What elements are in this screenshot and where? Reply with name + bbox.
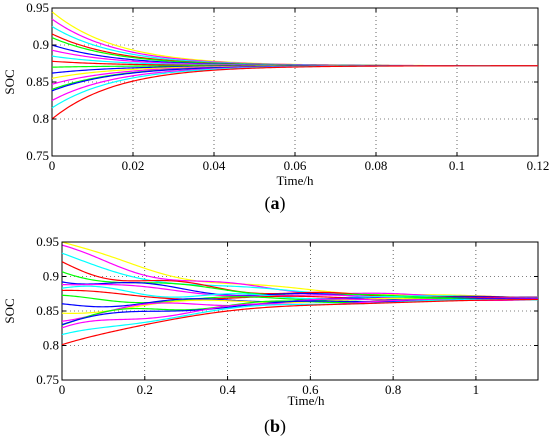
x-tick-label: 0.2 (137, 382, 153, 397)
series-line-3 (61, 252, 539, 299)
caption-close-paren: ) (280, 416, 286, 437)
series-line-1 (61, 241, 539, 299)
x-tick-label: 0.04 (203, 158, 226, 173)
x-ticks-a: 0 0.02 0.04 0.06 0.08 0.1 0.12 (49, 8, 550, 173)
y-tick-label: 0.95 (36, 234, 59, 249)
series-group-b (61, 241, 539, 346)
y-tick-label: 0.9 (33, 37, 49, 52)
x-tick-label: 0.06 (284, 158, 307, 173)
y-axis-label-a: SOC (2, 69, 17, 94)
x-tick-label: 0.8 (385, 382, 401, 397)
x-tick-label: 0.4 (219, 382, 236, 397)
y-tick-label: 0.8 (33, 111, 49, 126)
series-line-6 (61, 281, 539, 299)
series-line-10 (61, 294, 539, 304)
y-ticks-a: 0.75 0.8 0.85 0.9 0.95 (26, 0, 538, 163)
y-axis-label-b: SOC (2, 298, 17, 323)
y-tick-label: 0.9 (43, 269, 59, 284)
series-line-2 (61, 244, 538, 298)
caption-open-paren: ( (265, 193, 271, 214)
caption-letter: a (271, 193, 280, 213)
series-line-5 (61, 271, 538, 299)
caption-b: (b) (264, 416, 286, 437)
series-line-1 (51, 11, 538, 67)
series-group-a (51, 11, 539, 120)
chart-panel-b: 0 0.2 0.4 0.6 0.8 1 0.75 0.8 0.85 0.9 0.95 Time/h… (2, 234, 539, 408)
series-line-17 (61, 298, 538, 336)
y-tick-label: 0.85 (26, 74, 49, 89)
x-tick-label: 0 (59, 382, 66, 397)
y-tick-label: 0.85 (36, 303, 59, 318)
chart-panel-a: 0 0.02 0.04 0.06 0.08 0.1 0.12 0.750.80.850.90… (2, 0, 549, 188)
x-tick-label: 0 (49, 158, 56, 173)
grid-a (52, 8, 538, 156)
y-tick-label: 0.75 (36, 372, 59, 387)
series-line-5 (51, 37, 538, 67)
x-tick-label: 0.08 (365, 158, 388, 173)
y-tick-label: 0.75 (26, 148, 49, 163)
y-tick-label: 0.8 (43, 338, 59, 353)
x-tick-label: 1 (473, 382, 480, 397)
caption-letter: b (270, 416, 280, 436)
y-ticks-b: 0.75 0.8 0.85 0.9 0.95 (36, 234, 538, 387)
x-axis-label-b: Time/h (287, 393, 325, 408)
x-ticks-b: 0 0.2 0.4 0.6 0.8 1 (59, 242, 479, 397)
series-line-18 (61, 298, 539, 346)
y-tick-label: 0.95 (26, 0, 49, 15)
caption-a: (a) (265, 193, 286, 214)
x-tick-label: 0.1 (449, 158, 465, 173)
x-tick-label: 0.12 (527, 158, 550, 173)
x-tick-label: 0.6 (302, 382, 319, 397)
caption-close-paren: ) (280, 193, 286, 214)
caption-open-paren: ( (264, 416, 270, 437)
x-axis-label-a: Time/h (276, 173, 314, 188)
x-tick-label: 0.02 (122, 158, 145, 173)
series-line-18 (51, 65, 538, 120)
